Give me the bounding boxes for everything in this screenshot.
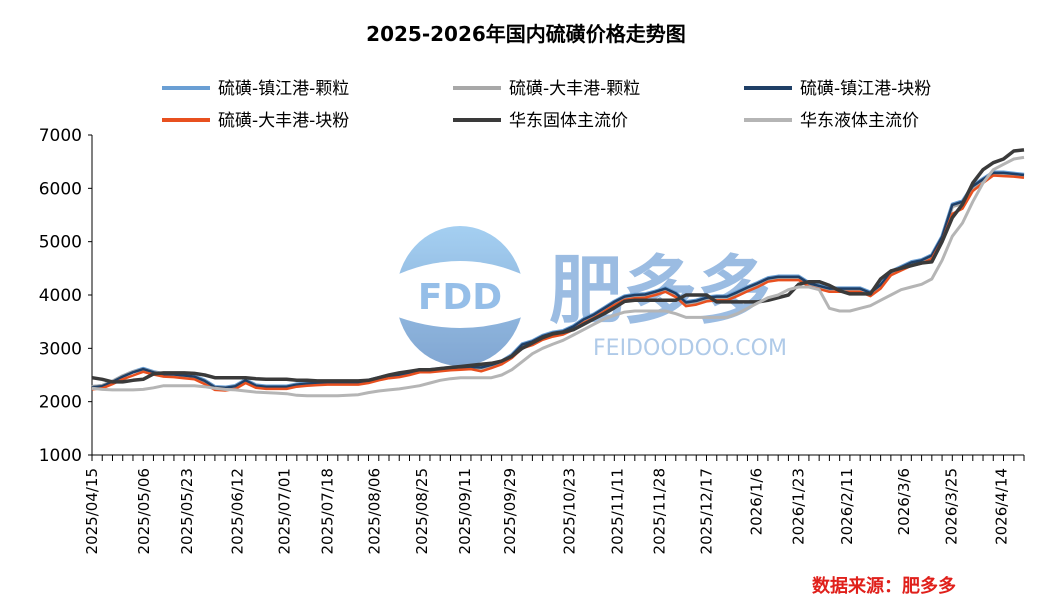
- y-tick-label: 2000: [39, 393, 82, 413]
- x-tick-label: 2025/05/06: [135, 468, 153, 554]
- series-line-5: [91, 155, 1025, 398]
- legend-label-1: 硫磺-大丰港-颗粒: [509, 79, 640, 99]
- y-tick-label: 1000: [39, 446, 82, 466]
- x-tick-label: 2026/1/6: [748, 468, 766, 535]
- y-tick-label: 3000: [39, 339, 82, 359]
- x-tick-label: 2026/1/23: [790, 468, 808, 545]
- x-tick-label: 2025/09/29: [501, 468, 519, 554]
- x-tick-label: 2025/08/25: [413, 468, 431, 554]
- watermark-logo-band: [390, 261, 530, 328]
- x-tick-label: 2025/05/23: [178, 468, 196, 554]
- y-tick-label: 5000: [39, 233, 82, 253]
- x-tick-label: 2025/09/11: [456, 468, 474, 554]
- x-tick-label: 2025/07/18: [319, 468, 337, 554]
- x-tick-label: 2025/12/17: [698, 468, 716, 554]
- x-tick-label: 2025/07/01: [276, 468, 294, 554]
- x-tick-label: 2026/2/11: [838, 468, 856, 545]
- x-tick-label: 2025/06/12: [228, 468, 246, 554]
- x-tick-label: 2025/08/06: [366, 468, 384, 554]
- y-tick-label: 7000: [39, 126, 82, 146]
- x-tick-label: 2026/4/14: [992, 468, 1010, 545]
- legend-label-4: 华东固体主流价: [509, 111, 628, 131]
- watermark-url: FEIDOODOO.COM: [593, 336, 787, 361]
- series-line-4: [91, 148, 1025, 384]
- legend-label-2: 硫磺-镇江港-块粉: [800, 79, 931, 99]
- x-tick-label: 2025/11/11: [608, 468, 626, 554]
- x-tick-label: 2025/11/28: [650, 468, 668, 554]
- legend-label-0: 硫磺-镇江港-颗粒: [218, 79, 349, 99]
- x-tick-label: 2025/04/15: [83, 468, 101, 554]
- y-tick-label: 4000: [39, 286, 82, 306]
- y-tick-label: 6000: [39, 179, 82, 199]
- watermark-logo-text: FDD: [418, 277, 502, 318]
- legend-label-5: 华东液体主流价: [800, 111, 919, 131]
- chart-title: 2025-2026年国内硫磺价格走势图: [366, 22, 686, 46]
- source-label: 数据来源：肥多多: [812, 576, 956, 597]
- x-tick-label: 2026/3/6: [895, 468, 913, 535]
- x-tick-label: 2026/3/25: [942, 468, 960, 545]
- legend-label-3: 硫磺-大丰港-块粉: [218, 111, 349, 131]
- x-tick-label: 2025/10/23: [560, 468, 578, 554]
